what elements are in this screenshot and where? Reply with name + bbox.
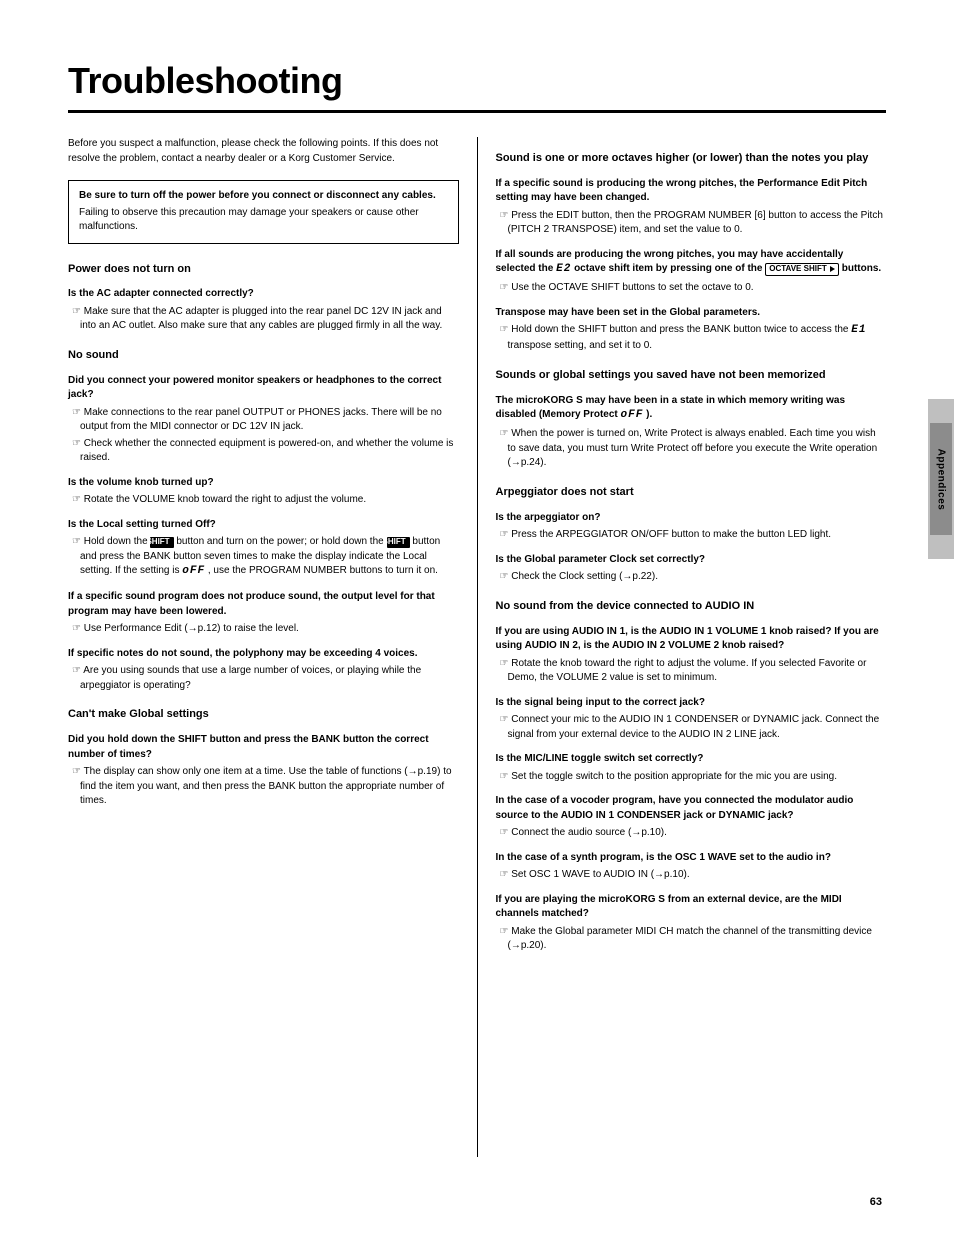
title-rule — [68, 110, 886, 113]
a-ai-1: ☞ Rotate the knob toward the right to ad… — [508, 657, 887, 686]
octave-shift-button: OCTAVE SHIFT — [765, 263, 839, 275]
q-ai-6: If you are playing the microKORG S from … — [496, 893, 887, 922]
section-octave: Sound is one or more octaves higher (or … — [496, 151, 887, 167]
a-octave-3: ☞ Hold down the SHIFT button and press t… — [508, 323, 887, 353]
section-nosound: No sound — [68, 348, 459, 364]
q-level: If a specific sound program does not pro… — [68, 590, 459, 619]
columns: Before you suspect a malfunction, please… — [68, 137, 886, 1157]
a-jack-1: ☞ Make connections to the rear panel OUT… — [80, 406, 459, 435]
page-number: 63 — [870, 1196, 882, 1208]
right-arrow-icon — [830, 266, 835, 272]
a-octave-1: ☞ Press the EDIT button, then the PROGRA… — [508, 209, 887, 238]
q-volume: Is the volume knob turned up? — [68, 476, 459, 491]
q-arp-2: Is the Global parameter Clock set correc… — [496, 553, 887, 568]
q-global: Did you hold down the SHIFT button and p… — [68, 733, 459, 762]
seg-off-1: oFF — [182, 565, 205, 577]
q-memory: The microKORG S may have been in a state… — [496, 394, 887, 424]
warning-subtitle: Failing to observe this precaution may d… — [79, 206, 448, 235]
seg-e1: E1 — [851, 324, 866, 336]
q-ai-3: Is the MIC/LINE toggle switch set correc… — [496, 752, 887, 767]
a-global: ☞ The display can show only one item at … — [80, 765, 459, 809]
a-octave-2: ☞ Use the OCTAVE SHIFT buttons to set th… — [508, 281, 887, 296]
a-memory: ☞ When the power is turned on, Write Pro… — [508, 427, 887, 471]
shift-button-1: SHIFT — [150, 537, 173, 548]
a-arp-2: ☞ Check the Clock setting (→p.22). — [508, 570, 887, 585]
q-memory-post: ). — [646, 409, 652, 420]
a-level: ☞ Use Performance Edit (→p.12) to raise … — [80, 622, 459, 637]
intro-text: Before you suspect a malfunction, please… — [68, 137, 459, 166]
q-ai-4: In the case of a vocoder program, have y… — [496, 794, 887, 823]
q-ai-5: In the case of a synth program, is the O… — [496, 851, 887, 866]
section-memory: Sounds or global settings you saved have… — [496, 368, 887, 384]
q-power: Is the AC adapter connected correctly? — [68, 287, 459, 302]
column-left: Before you suspect a malfunction, please… — [68, 137, 477, 1157]
a-volume: ☞ Rotate the VOLUME knob toward the righ… — [80, 493, 459, 508]
section-arp: Arpeggiator does not start — [496, 485, 887, 501]
a-ai-6: ☞ Make the Global parameter MIDI CH matc… — [508, 925, 887, 954]
section-power: Power does not turn on — [68, 262, 459, 278]
warning-title: Be sure to turn off the power before you… — [79, 189, 448, 204]
a-octave-3-pre: ☞ Hold down the SHIFT button and press t… — [500, 324, 852, 335]
q-octave-2-post: buttons. — [842, 263, 881, 274]
a-local-pre: ☞ Hold down the — [72, 536, 150, 547]
q-octave-2: If all sounds are producing the wrong pi… — [496, 248, 887, 278]
a-ai-5: ☞ Set OSC 1 WAVE to AUDIO IN (→p.10). — [508, 868, 887, 883]
seg-off-2: oFF — [621, 409, 644, 421]
q-ai-2: Is the signal being input to the correct… — [496, 696, 887, 711]
a-octave-3-post: transpose setting, and set it to 0. — [508, 340, 653, 351]
shift-button-2: SHIFT — [387, 537, 410, 548]
q-memory-pre: The microKORG S may have been in a state… — [496, 395, 846, 421]
page-body: Troubleshooting Before you suspect a mal… — [0, 0, 954, 1197]
q-ai-1: If you are using AUDIO IN 1, is the AUDI… — [496, 625, 887, 654]
section-audioin: No sound from the device connected to AU… — [496, 599, 887, 615]
warning-callout: Be sure to turn off the power before you… — [68, 180, 459, 244]
a-jack-2: ☞ Check whether the connected equipment … — [80, 437, 459, 466]
seg-e2: E2 — [556, 263, 571, 275]
a-power: ☞ Make sure that the AC adapter is plugg… — [80, 305, 459, 334]
q-arp-1: Is the arpeggiator on? — [496, 511, 887, 526]
a-local-mid: button and turn on the power; or hold do… — [176, 536, 386, 547]
column-right: Sound is one or more octaves higher (or … — [478, 137, 887, 1157]
q-poly: If specific notes do not sound, the poly… — [68, 647, 459, 662]
a-local: ☞ Hold down the SHIFT button and turn on… — [80, 535, 459, 580]
q-jack: Did you connect your powered monitor spe… — [68, 374, 459, 403]
q-octave-3: Transpose may have been set in the Globa… — [496, 306, 887, 321]
section-global: Can't make Global settings — [68, 707, 459, 723]
a-ai-4: ☞ Connect the audio source (→p.10). — [508, 826, 887, 841]
a-local-post2: , use the PROGRAM NUMBER buttons to turn… — [208, 565, 438, 576]
a-ai-2: ☞ Connect your mic to the AUDIO IN 1 CON… — [508, 713, 887, 742]
q-octave-1: If a specific sound is producing the wro… — [496, 177, 887, 206]
a-ai-3: ☞ Set the toggle switch to the position … — [508, 770, 887, 785]
a-arp-1: ☞ Press the ARPEGGIATOR ON/OFF button to… — [508, 528, 887, 543]
a-poly: ☞ Are you using sounds that use a large … — [80, 664, 459, 693]
q-octave-2-mid: octave shift item by pressing one of the — [574, 263, 765, 274]
q-local: Is the Local setting turned Off? — [68, 518, 459, 533]
page-title: Troubleshooting — [68, 60, 886, 102]
